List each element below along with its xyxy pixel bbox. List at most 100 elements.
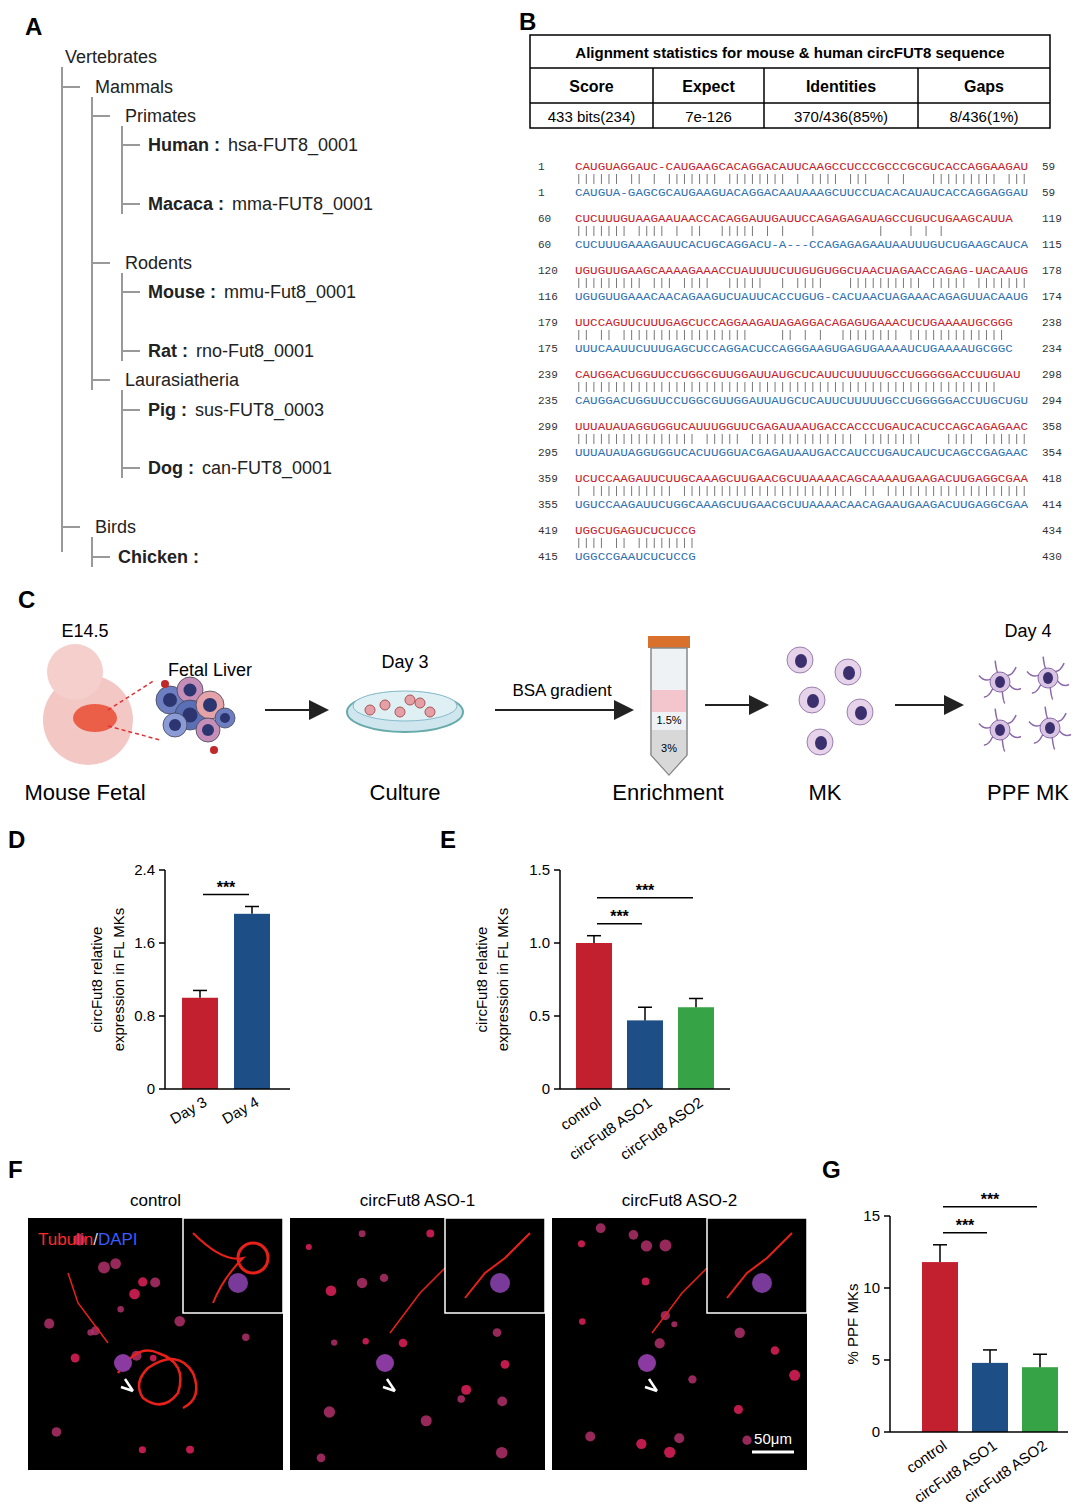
tree-line	[122, 291, 140, 293]
match-line	[1024, 174, 1025, 184]
y-tick	[884, 1359, 890, 1361]
match-line	[646, 382, 647, 392]
seq-end: 238	[1042, 317, 1062, 329]
match-line	[661, 538, 662, 548]
match-line	[963, 382, 964, 392]
cell	[117, 1306, 123, 1312]
y-tick-label: 15	[863, 1207, 880, 1224]
ppf-nucleus	[995, 724, 1005, 736]
match-line	[624, 486, 625, 496]
tree-node: Laurasiatheria	[125, 370, 240, 390]
match-line	[729, 382, 730, 392]
match-line	[699, 174, 700, 184]
cell	[306, 1244, 312, 1250]
proplatelet	[1002, 740, 1005, 752]
match-line	[1009, 174, 1010, 184]
match-line	[676, 434, 677, 444]
seq-end: 354	[1042, 447, 1062, 459]
tree-line	[62, 86, 80, 88]
proplatelet	[984, 689, 993, 697]
match-line	[880, 382, 881, 392]
match-line	[684, 486, 685, 496]
match-line	[767, 174, 768, 184]
mk-cell	[847, 699, 873, 725]
scale-bar-label: 50μm	[754, 1430, 792, 1447]
match-line	[820, 278, 821, 288]
bar	[627, 1020, 663, 1089]
match-line	[737, 226, 738, 236]
match-line	[835, 382, 836, 392]
match-line	[971, 486, 972, 496]
match-line	[601, 226, 602, 236]
cell-nucleus	[169, 719, 181, 731]
match-line	[843, 434, 844, 444]
tree-line	[121, 273, 123, 361]
cell	[150, 1278, 160, 1288]
match-line	[895, 278, 896, 288]
match-line	[812, 226, 813, 236]
cell	[186, 1446, 194, 1454]
match-line	[752, 174, 753, 184]
species: Human :	[148, 135, 220, 155]
arrow	[495, 709, 630, 711]
match-line	[669, 538, 670, 548]
circ-id: sus-FUT8_0003	[195, 400, 324, 421]
match-line	[926, 226, 927, 236]
mk-nucleus	[795, 654, 807, 668]
cell	[578, 1240, 585, 1247]
match-line	[843, 330, 844, 340]
human-seq: CUCUUUGUAAGAAUAACCACAGGAUUGAUUCCAGAGAGAU…	[575, 213, 1013, 225]
match-line	[692, 174, 693, 184]
dish-cell	[365, 705, 375, 715]
table-rule	[763, 68, 765, 128]
human-seq: UGUGUUGAAGCAAAAGAAACCUAUUUUCUUGUGUGGCUAA…	[575, 265, 1028, 277]
mk-nucleus	[807, 694, 819, 708]
proplatelet	[1032, 685, 1041, 693]
proplatelet	[1027, 671, 1038, 676]
match-line	[624, 330, 625, 340]
match-line	[880, 330, 881, 340]
cell	[734, 1405, 743, 1414]
species: Mouse :	[148, 282, 216, 302]
cell	[496, 1447, 508, 1459]
match-line	[586, 538, 587, 548]
match-line	[593, 486, 594, 496]
cell	[363, 1338, 369, 1344]
circ-id: mma-FUT8_0001	[232, 194, 373, 215]
seq-start: 235	[538, 395, 558, 407]
cell	[52, 1427, 62, 1437]
cell	[174, 1316, 185, 1327]
match-line	[948, 330, 949, 340]
zoom-line	[108, 680, 155, 710]
match-line	[759, 382, 760, 392]
x-tick-label: circFut8 ASO2	[961, 1437, 1050, 1506]
human-seq: UCUCCAAGAUUCUUGCAAAGCUUGAACGCUUAAAACAGCA…	[575, 473, 1028, 485]
match-line	[1024, 486, 1025, 496]
match-line	[624, 538, 625, 548]
species: Pig :	[148, 400, 187, 420]
cell	[457, 1395, 465, 1403]
significance: ***	[956, 1217, 975, 1234]
match-line	[918, 382, 919, 392]
match-line	[578, 278, 579, 288]
y-tick	[159, 1088, 165, 1090]
match-line	[926, 382, 927, 392]
match-line	[601, 330, 602, 340]
match-line	[692, 330, 693, 340]
match-line	[827, 486, 828, 496]
match-line	[1001, 486, 1002, 496]
match-line	[601, 278, 602, 288]
match-line	[646, 226, 647, 236]
match-line	[752, 382, 753, 392]
circ-id: hsa-FUT8_0001	[228, 135, 358, 156]
match-line	[759, 486, 760, 496]
match-line	[684, 174, 685, 184]
error-bar	[245, 907, 259, 914]
seq-end: 430	[1042, 551, 1062, 563]
match-line	[978, 330, 979, 340]
cell	[660, 1240, 672, 1252]
table-header: Identities	[806, 78, 876, 95]
match-line	[684, 330, 685, 340]
match-line	[978, 174, 979, 184]
match-line	[827, 434, 828, 444]
